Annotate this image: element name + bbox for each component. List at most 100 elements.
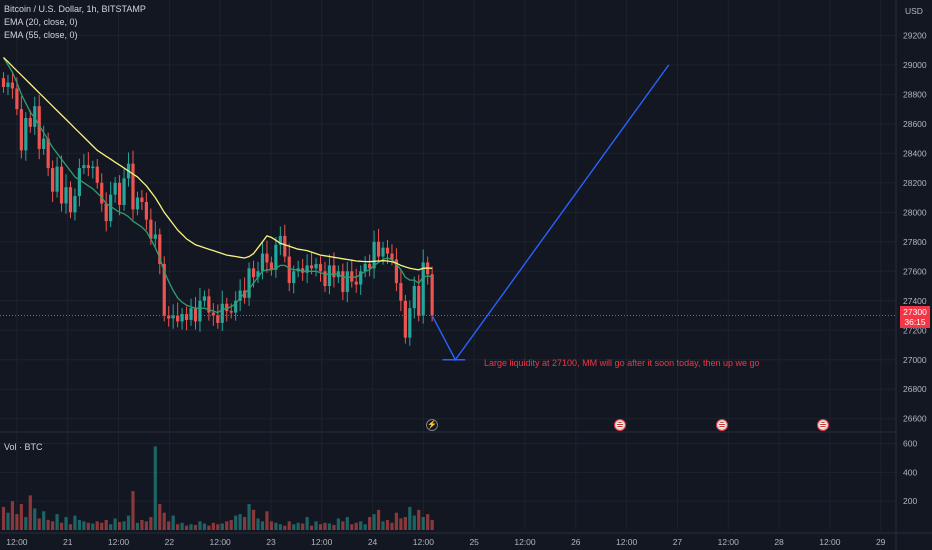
candle-body bbox=[345, 271, 349, 292]
volume-bar bbox=[149, 517, 153, 530]
volume-bar bbox=[100, 522, 104, 530]
candle-body bbox=[368, 263, 372, 269]
price-tick: 28400 bbox=[903, 148, 927, 158]
volume-bar bbox=[229, 519, 233, 530]
volume-bar bbox=[301, 523, 305, 530]
volume-bar bbox=[251, 509, 256, 530]
candle-body bbox=[260, 253, 265, 272]
volume-bar bbox=[376, 509, 381, 530]
candle-body bbox=[6, 82, 10, 87]
ema20-line bbox=[3, 57, 433, 271]
volume-bar bbox=[421, 517, 425, 530]
volume-bar bbox=[341, 521, 345, 530]
candle-body bbox=[149, 219, 153, 239]
time-tick: 22 bbox=[165, 537, 175, 547]
candle-body bbox=[417, 286, 421, 316]
volume-bar bbox=[158, 504, 162, 530]
volume-bar bbox=[82, 521, 86, 530]
time-tick: 28 bbox=[774, 537, 784, 547]
volume-bar bbox=[327, 523, 332, 530]
volume-bar bbox=[417, 509, 421, 530]
volume-axis[interactable]: 200 400 600 bbox=[903, 439, 917, 507]
candle-body bbox=[104, 203, 108, 222]
volume-tick: 400 bbox=[903, 467, 917, 477]
volume-bar bbox=[274, 522, 278, 530]
annotation-text[interactable]: Large liquidity at 27100, MM will go aft… bbox=[484, 358, 760, 368]
volume-bar bbox=[211, 522, 215, 530]
candle-body bbox=[1, 78, 6, 87]
volume-bar bbox=[296, 522, 300, 530]
volume-bar bbox=[189, 524, 193, 530]
candle-body bbox=[55, 166, 59, 192]
volume-bar bbox=[95, 521, 99, 530]
candle-body bbox=[24, 117, 28, 151]
volume-legend[interactable]: Vol · BTC bbox=[4, 442, 43, 452]
volume-bar bbox=[220, 523, 224, 530]
candle-body bbox=[59, 166, 64, 204]
volume-bar bbox=[430, 519, 434, 530]
candle-body bbox=[189, 308, 193, 320]
volume-bar bbox=[368, 517, 372, 530]
candle-body bbox=[109, 194, 113, 222]
volume-bar bbox=[109, 524, 113, 530]
volume-bar bbox=[55, 514, 59, 530]
ema20-legend[interactable]: EMA (20, close, 0) bbox=[4, 17, 78, 27]
price-axis[interactable]: 26600 26800 27000 27200 27400 27600 27800 28000… bbox=[903, 30, 927, 423]
volume-tick: 600 bbox=[903, 439, 917, 449]
volume-bar bbox=[225, 521, 229, 530]
price-tick: 27800 bbox=[903, 237, 927, 247]
volume-bar bbox=[135, 522, 140, 530]
time-tick: 12:00 bbox=[311, 537, 333, 547]
us-flag-icon[interactable] bbox=[614, 419, 626, 431]
candle-body bbox=[220, 303, 224, 323]
time-tick: 29 bbox=[876, 537, 886, 547]
time-axis[interactable]: 12:00 21 12:00 22 12:00 23 12:00 24 12:00 25 12:00… bbox=[6, 537, 885, 547]
candle-body bbox=[95, 166, 99, 183]
candle-body bbox=[68, 187, 73, 213]
candle-body bbox=[140, 197, 144, 202]
volume-bar bbox=[372, 514, 376, 530]
volume-bar bbox=[318, 524, 323, 530]
volume-bar bbox=[269, 521, 273, 530]
us-flag-icon[interactable] bbox=[817, 419, 829, 431]
candle-body bbox=[15, 88, 19, 110]
price-tick: 27000 bbox=[903, 355, 927, 365]
projection-drawing[interactable] bbox=[431, 64, 670, 362]
volume-bar bbox=[167, 521, 171, 530]
volume-bar bbox=[104, 519, 108, 530]
price-tick: 28800 bbox=[903, 89, 927, 99]
lightning-icon[interactable]: ⚡ bbox=[426, 419, 438, 431]
currency-label[interactable]: USD bbox=[905, 6, 923, 16]
candle-body bbox=[403, 300, 407, 338]
candle-body bbox=[113, 182, 117, 195]
candle-body bbox=[390, 253, 394, 260]
candle-body bbox=[350, 271, 354, 282]
candle-body bbox=[381, 247, 385, 257]
volume-bar bbox=[309, 525, 314, 530]
volume-bar bbox=[33, 508, 37, 530]
ema55-legend[interactable]: EMA (55, close, 0) bbox=[4, 30, 78, 40]
volume-bar bbox=[176, 524, 180, 530]
volume-bar bbox=[426, 514, 430, 530]
candle-body bbox=[238, 290, 242, 301]
candle-body bbox=[301, 268, 305, 273]
volume-pane bbox=[1, 446, 434, 530]
current-price-tag: 27300 36:15 bbox=[900, 306, 930, 328]
candle-body bbox=[354, 281, 358, 285]
candle-body bbox=[372, 241, 376, 269]
candle-body bbox=[51, 168, 55, 192]
us-flag-icon[interactable] bbox=[716, 419, 728, 431]
volume-bar bbox=[117, 522, 122, 530]
volume-bar bbox=[390, 522, 394, 530]
volume-bar bbox=[256, 518, 260, 530]
time-tick: 21 bbox=[63, 537, 73, 547]
candle-body bbox=[256, 271, 260, 278]
price-tick: 27400 bbox=[903, 296, 927, 306]
candle-body bbox=[408, 308, 412, 338]
time-tick: 12:00 bbox=[718, 537, 740, 547]
time-tick: 12:00 bbox=[6, 537, 28, 547]
volume-bar bbox=[305, 517, 309, 530]
candle-body bbox=[269, 262, 273, 270]
